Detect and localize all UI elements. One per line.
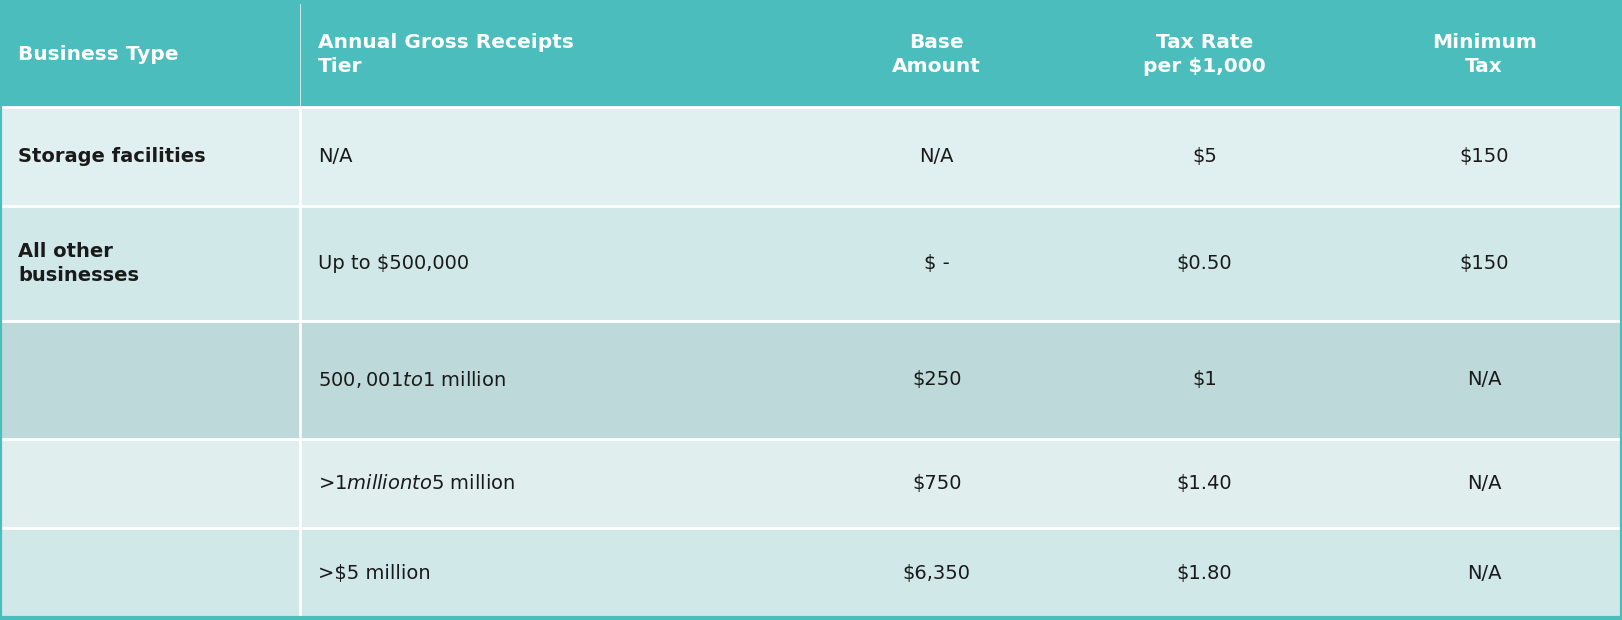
Text: $250: $250 [912,370,962,389]
Bar [0,2,1622,107]
Text: $6,350: $6,350 [903,564,970,583]
Text: >$1 million to $5 million: >$1 million to $5 million [318,474,516,493]
Text: N/A: N/A [318,147,352,166]
Bar [0,107,1622,206]
Bar [0,438,1622,528]
Text: N/A: N/A [1466,370,1502,389]
Text: Up to $500,000: Up to $500,000 [318,254,469,273]
Text: $5: $5 [1192,147,1216,166]
Text: $1: $1 [1192,370,1216,389]
Text: Base
Amount: Base Amount [892,33,981,76]
Bar [0,321,1622,438]
Text: $1.80: $1.80 [1176,564,1233,583]
Text: Minimum
Tax: Minimum Tax [1432,33,1536,76]
Text: All other
businesses: All other businesses [18,242,139,285]
Text: >$5 million: >$5 million [318,564,431,583]
Text: $1.40: $1.40 [1176,474,1233,493]
Bar [0,528,1622,618]
Bar [0,206,1622,321]
Text: $150: $150 [1460,254,1508,273]
Text: $ -: $ - [925,254,949,273]
Text: Annual Gross Receipts
Tier: Annual Gross Receipts Tier [318,33,574,76]
Text: N/A: N/A [1466,564,1502,583]
Text: $0.50: $0.50 [1176,254,1233,273]
Text: N/A: N/A [920,147,954,166]
Text: Business Type: Business Type [18,45,178,64]
Text: $150: $150 [1460,147,1508,166]
Text: Tax Rate
per $1,000: Tax Rate per $1,000 [1144,33,1265,76]
Text: $750: $750 [912,474,962,493]
Text: $500,001 to $1 million: $500,001 to $1 million [318,370,506,390]
Text: N/A: N/A [1466,474,1502,493]
Text: Storage facilities: Storage facilities [18,147,206,166]
